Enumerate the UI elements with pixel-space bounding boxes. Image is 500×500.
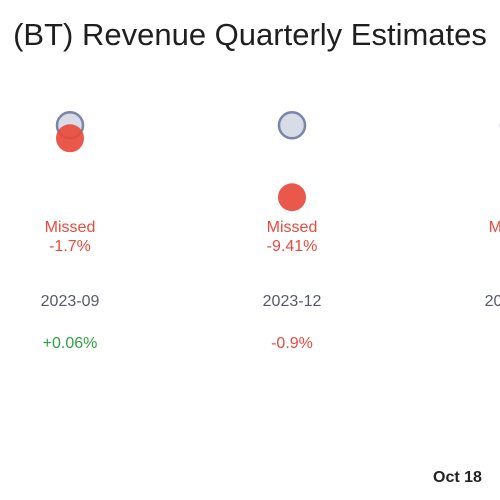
yoy-change: -0.9% [271,335,313,352]
surprise-label: Missed [45,219,96,236]
period-label: 2024-03 [485,293,500,310]
surprise-percent: -1.7% [49,238,91,255]
footer-date: Oct 18 [433,469,482,486]
surprise-label: Missed [267,219,318,236]
period-label: 2023-09 [41,293,100,310]
actual-point [278,183,306,212]
estimate-point [277,111,307,140]
actual-point [56,124,84,153]
surprise-label: Missed [489,219,500,236]
surprise-percent: -9.41% [267,238,318,255]
period-label: 2023-12 [263,293,322,310]
chart-title: (BT) Revenue Quarterly Estimates [13,17,487,52]
chart-marks: Missed -1.7% 2023-09 +0.06% Missed -9.41% 2023… [41,111,500,352]
yoy-change: +0.06% [43,335,98,352]
